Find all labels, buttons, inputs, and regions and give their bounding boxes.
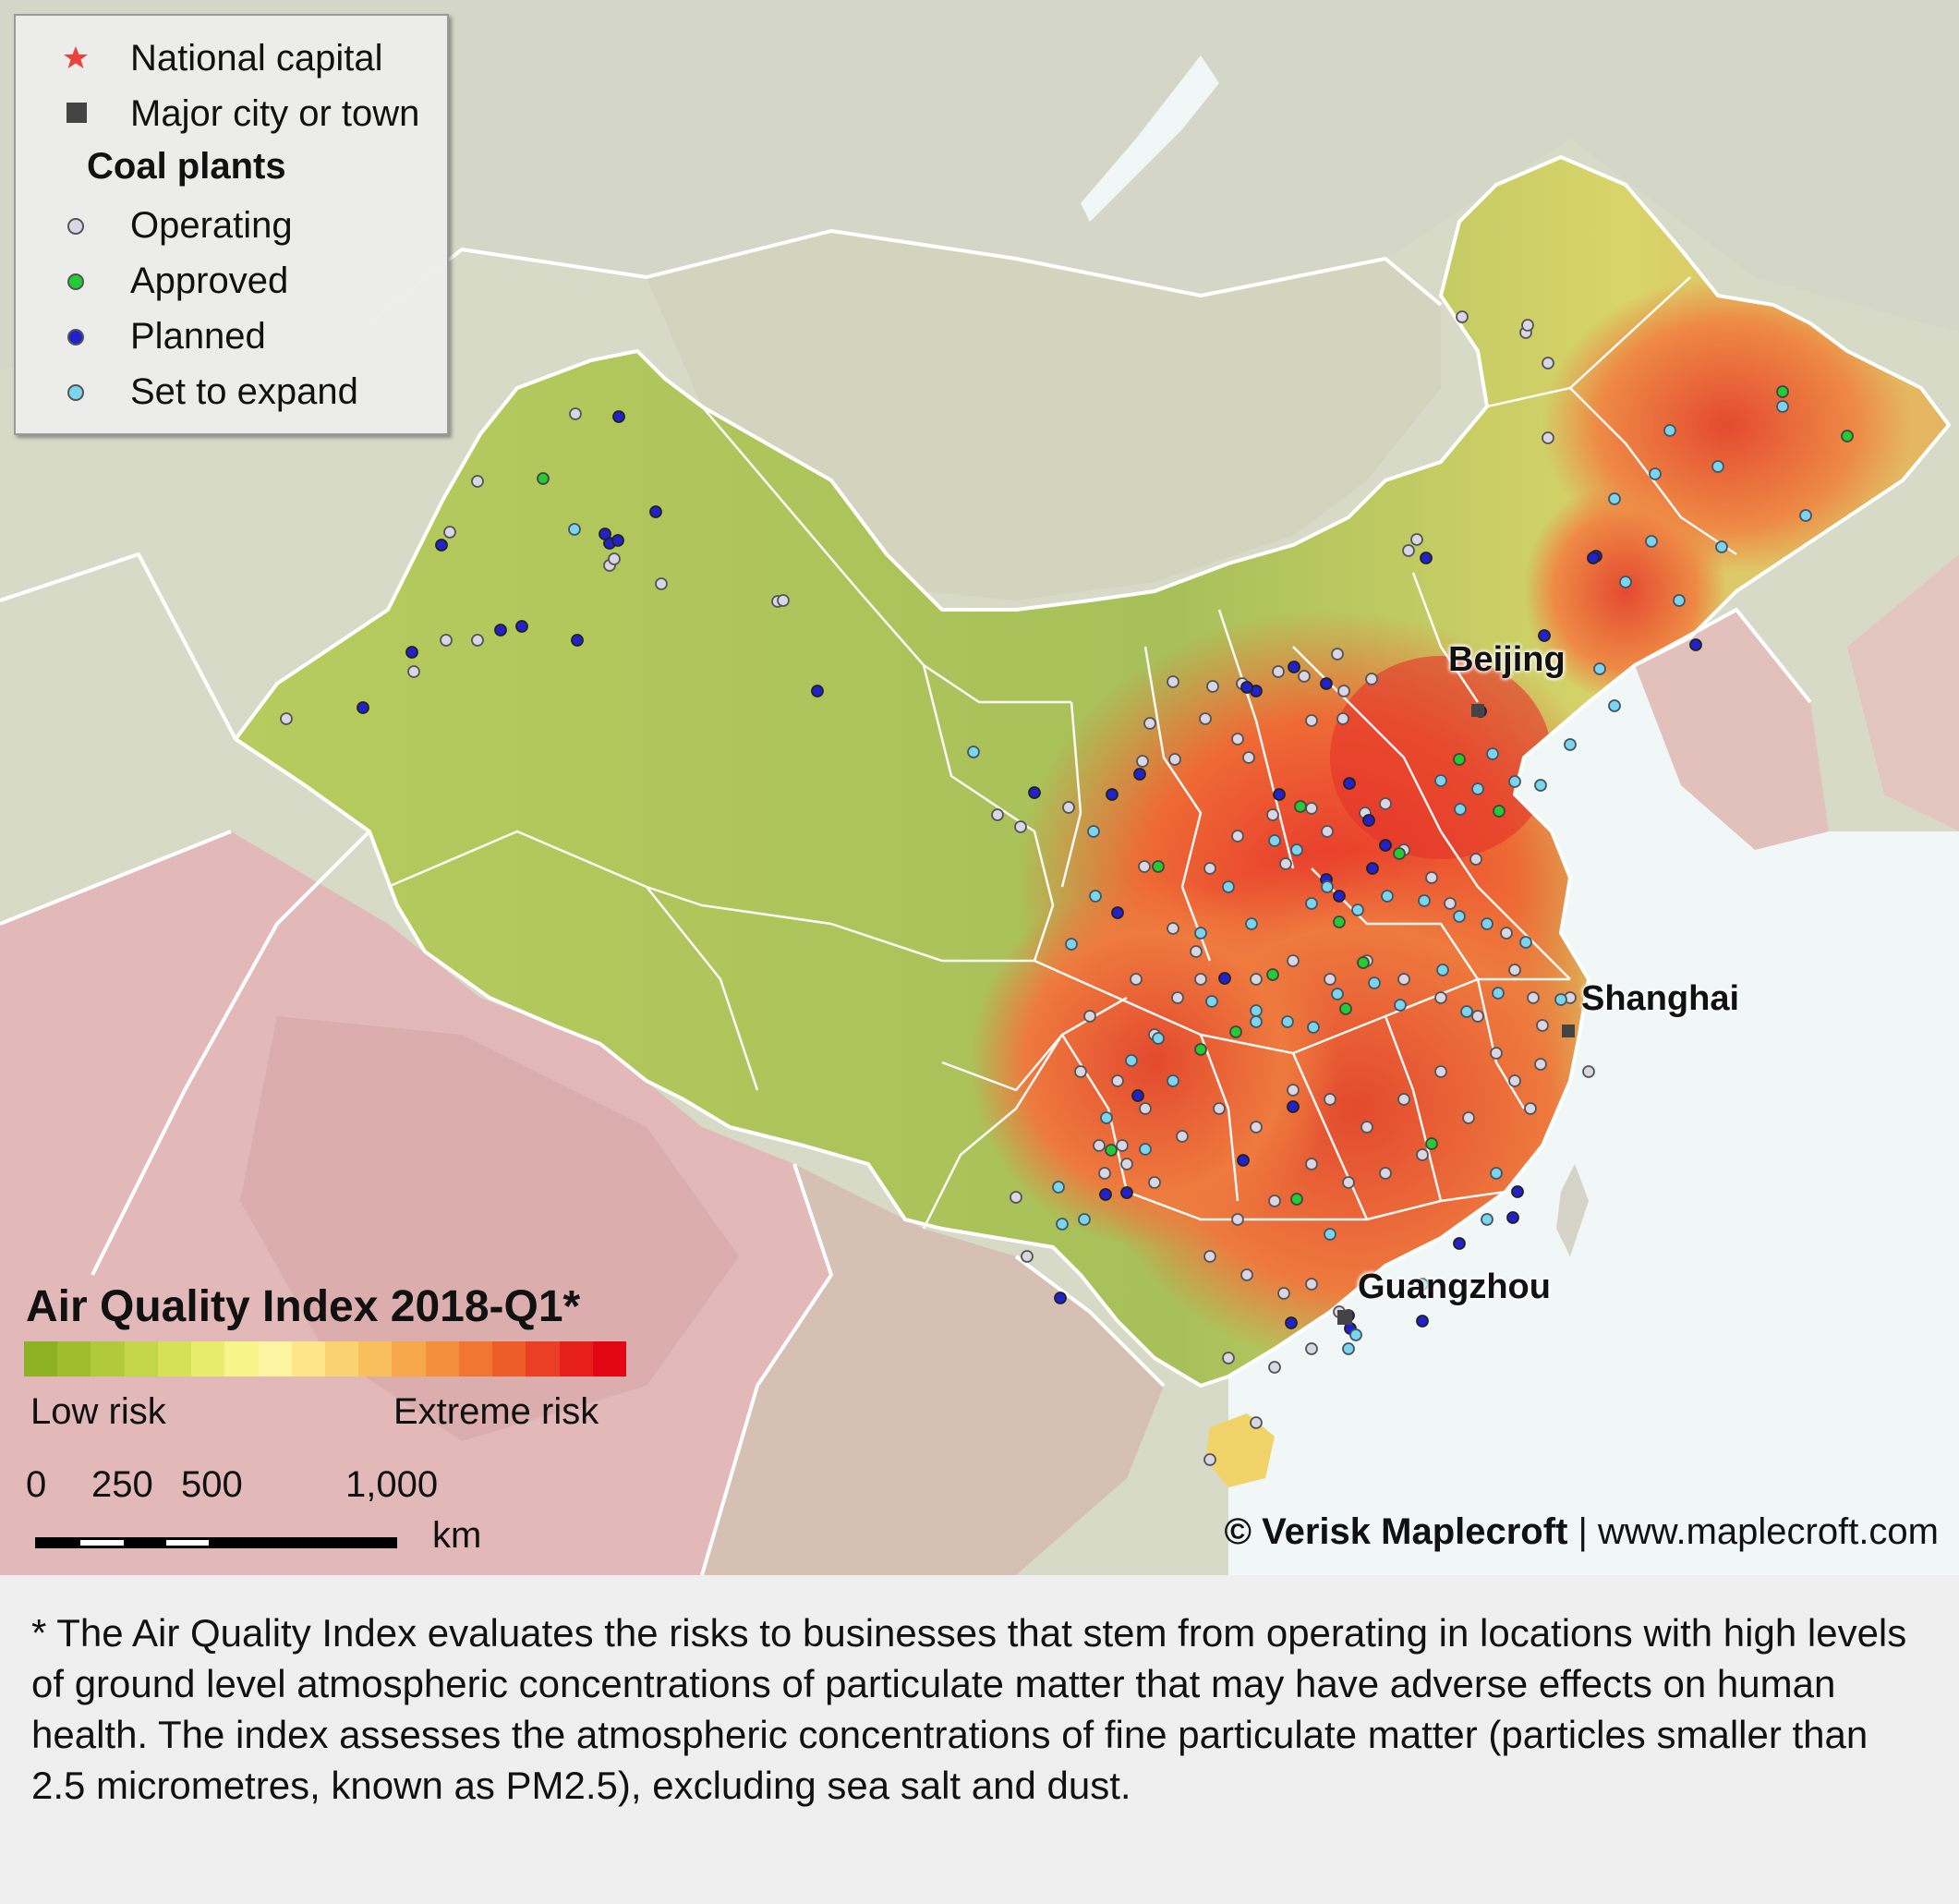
expand-plants [568,400,1812,1355]
legend-label: Planned [130,316,266,357]
aqi-scale-step [258,1341,292,1376]
planned-plants [357,410,1702,1335]
aqi-color-scale [24,1341,626,1376]
borders [0,155,1951,1575]
legend-row-approved: Approved [16,257,447,303]
aqi-scale-step [291,1341,325,1376]
aqi-scale-step [358,1341,393,1376]
legend-label: Operating [130,205,293,246]
dot-icon-expand [62,379,90,403]
province-borders [387,276,1737,1230]
aqi-scale-step [91,1341,125,1376]
aqi-scale-step [559,1341,593,1376]
square-icon [62,101,90,125]
aqi-legend-title: Air Quality Index 2018-Q1* [26,1282,581,1331]
legend-label: Major city or town [130,93,420,134]
credit-url[interactable]: www.maplecroft.com [1598,1511,1939,1552]
city-label-shanghai: Shanghai [1581,979,1740,1018]
aqi-scale-step [57,1341,91,1376]
dot-icon-approved [62,268,90,292]
aqi-scale-step [124,1341,158,1376]
credit-brand: © Verisk Maplecroft [1224,1511,1568,1552]
aqi-low-label: Low risk [30,1391,166,1432]
aqi-scale-step [324,1341,359,1376]
scale-tick: 500 [181,1464,243,1505]
aqi-scale-step [157,1341,192,1376]
aqi-scale-step [458,1341,493,1376]
approved-plants [537,385,1854,1206]
star-icon [62,45,90,69]
aqi-scale-step [191,1341,225,1376]
aqi-scale-step [425,1341,459,1376]
legend-row-major-city: Major city or town [16,90,447,136]
map-area[interactable]: Beijing Shanghai Guangzhou National capi… [0,0,1959,1575]
aqi-scale-step [492,1341,526,1376]
credit-separator: | [1567,1511,1599,1552]
aqi-scale-step [392,1341,426,1376]
legend-label: Approved [130,261,289,301]
aqi-high-label: Extreme risk [393,1391,599,1432]
scale-tick: 250 [91,1464,153,1505]
dot-icon-planned [62,323,90,347]
credit: © Verisk Maplecroft | www.maplecroft.com [1225,1511,1939,1553]
major-city-markers [1337,704,1575,1325]
legend-row-planned: Planned [16,312,447,358]
footnote: * The Air Quality Index evaluates the ri… [31,1611,1907,1807]
city-label-beijing: Beijing [1448,640,1566,679]
aqi-scale-step [592,1341,626,1376]
legend-heading-coal-plants: Coal plants [87,146,286,187]
aqi-scale-step [24,1341,58,1376]
legend-row-operating: Operating [16,201,447,248]
operating-plants [280,310,1595,1466]
legend-label: Set to expand [130,371,358,412]
aqi-scale-step [224,1341,259,1376]
scale-bar [35,1537,397,1548]
aqi-scale-step [526,1341,560,1376]
scale-tick: 0 [26,1464,47,1505]
legend-row-national-capital: National capital [16,34,447,80]
dot-icon-operating [62,212,90,236]
legend-row-set-to-expand: Set to expand [16,368,447,414]
city-label-guangzhou: Guangzhou [1358,1267,1551,1306]
legend-label: National capital [130,38,383,79]
scale-unit: km [432,1515,482,1556]
legend: National capital Major city or town Coal… [14,14,449,435]
map-canvas [0,55,1959,1575]
scale-tick: 1,000 [345,1464,439,1505]
